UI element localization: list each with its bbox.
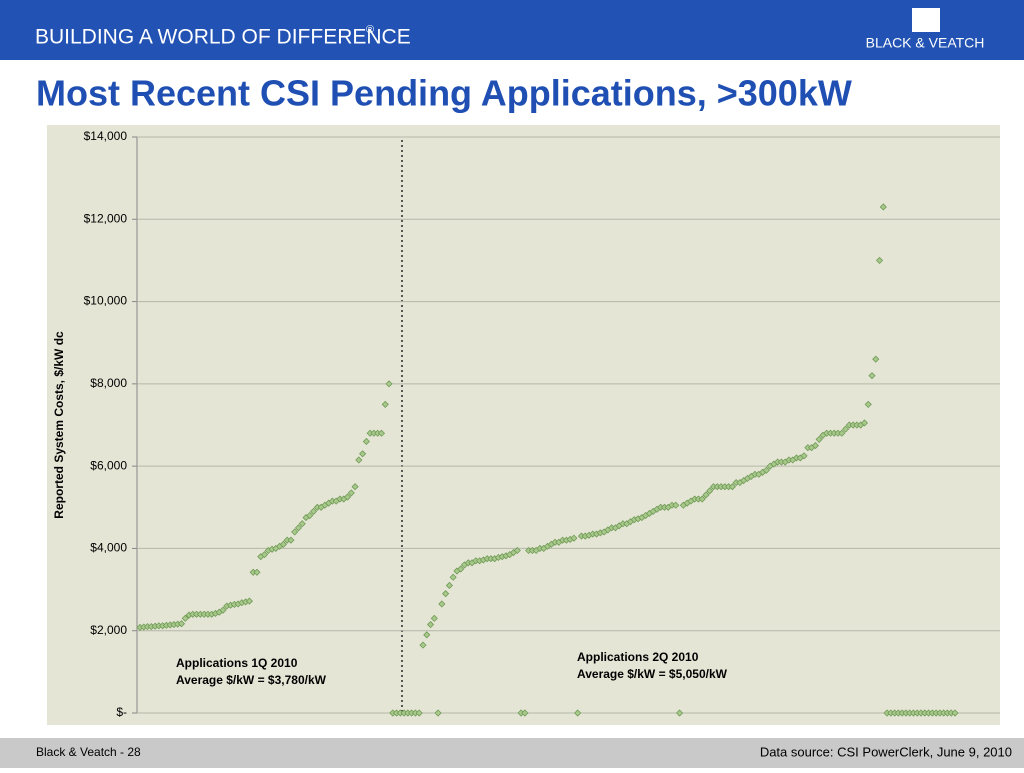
data-point [875,256,884,264]
data-point [294,524,303,532]
data-point [291,528,299,536]
data-point [177,620,186,628]
data-point [815,435,823,443]
data-point [442,590,450,598]
y-tick-label: $14,000 [84,129,128,143]
data-point [377,429,386,437]
chart-title: Most Recent CSI Pending Applications, >3… [36,73,852,114]
data-point [415,709,423,717]
y-tick-label: $10,000 [84,294,128,308]
data-point [343,493,352,501]
chart-area [47,125,1000,725]
data-point [675,709,684,717]
data-point [698,495,706,503]
data-point [706,487,714,495]
data-point [309,507,318,515]
data-point [574,709,582,717]
data-point [838,429,846,437]
tagline: BUILDING A WORLD OF DIFFERENCE [35,26,411,49]
data-point [306,511,314,520]
data-point [423,631,431,639]
data-point [219,606,227,614]
data-point [570,534,578,542]
annotation: Average $/kW = $3,780/kW [176,673,327,687]
data-point [672,501,680,509]
data-point [355,456,363,464]
data-point [260,551,269,559]
logo-icon [912,8,940,32]
data-point [298,520,306,528]
data-point [762,466,770,474]
data-point [438,600,446,608]
footer-bar [0,738,1024,768]
annotation: Average $/kW = $5,050/kW [577,667,728,681]
data-point [419,641,427,649]
data-point [728,483,736,491]
y-tick-label: $4,000 [90,541,127,555]
data-point [860,419,869,427]
annotation: Applications 1Q 2010 [176,656,298,670]
data-point [879,203,887,211]
y-tick-label: $- [116,705,127,719]
data-point [702,491,710,499]
data-point [868,372,876,380]
data-point [445,581,453,590]
data-point [842,425,850,433]
data-point [253,568,261,576]
y-tick-label: $2,000 [90,623,127,637]
data-point [811,442,819,450]
y-axis-label: Reported System Costs, $/kW dc [52,331,66,519]
data-point [362,437,370,446]
data-point [864,400,872,408]
y-tick-label: $12,000 [84,211,128,225]
data-point [800,452,808,460]
data-point [351,483,359,491]
data-point [457,565,465,573]
data-point [359,450,367,458]
data-point [181,614,189,622]
y-tick-label: $6,000 [90,458,127,472]
data-point [279,540,287,548]
data-point [434,709,442,717]
data-point [872,355,880,363]
annotation: Applications 2Q 2010 [577,650,699,664]
data-point [513,546,521,555]
data-point [430,614,438,622]
company-name: BLACK & VEATCH [866,35,985,51]
y-tick-label: $8,000 [90,376,127,390]
registered-mark: ® [366,24,374,36]
data-point [426,620,435,629]
data-point [951,709,959,717]
data-point [521,709,529,717]
data-point [381,400,389,408]
footer-right: Data source: CSI PowerClerk, June 9, 201… [760,744,1012,759]
data-point [385,380,393,388]
data-point [347,489,355,497]
footer-left: Black & Veatch - 28 [36,745,141,759]
data-point [287,536,295,544]
header-bar [0,0,1024,60]
data-point [245,597,253,605]
data-point [449,573,457,581]
